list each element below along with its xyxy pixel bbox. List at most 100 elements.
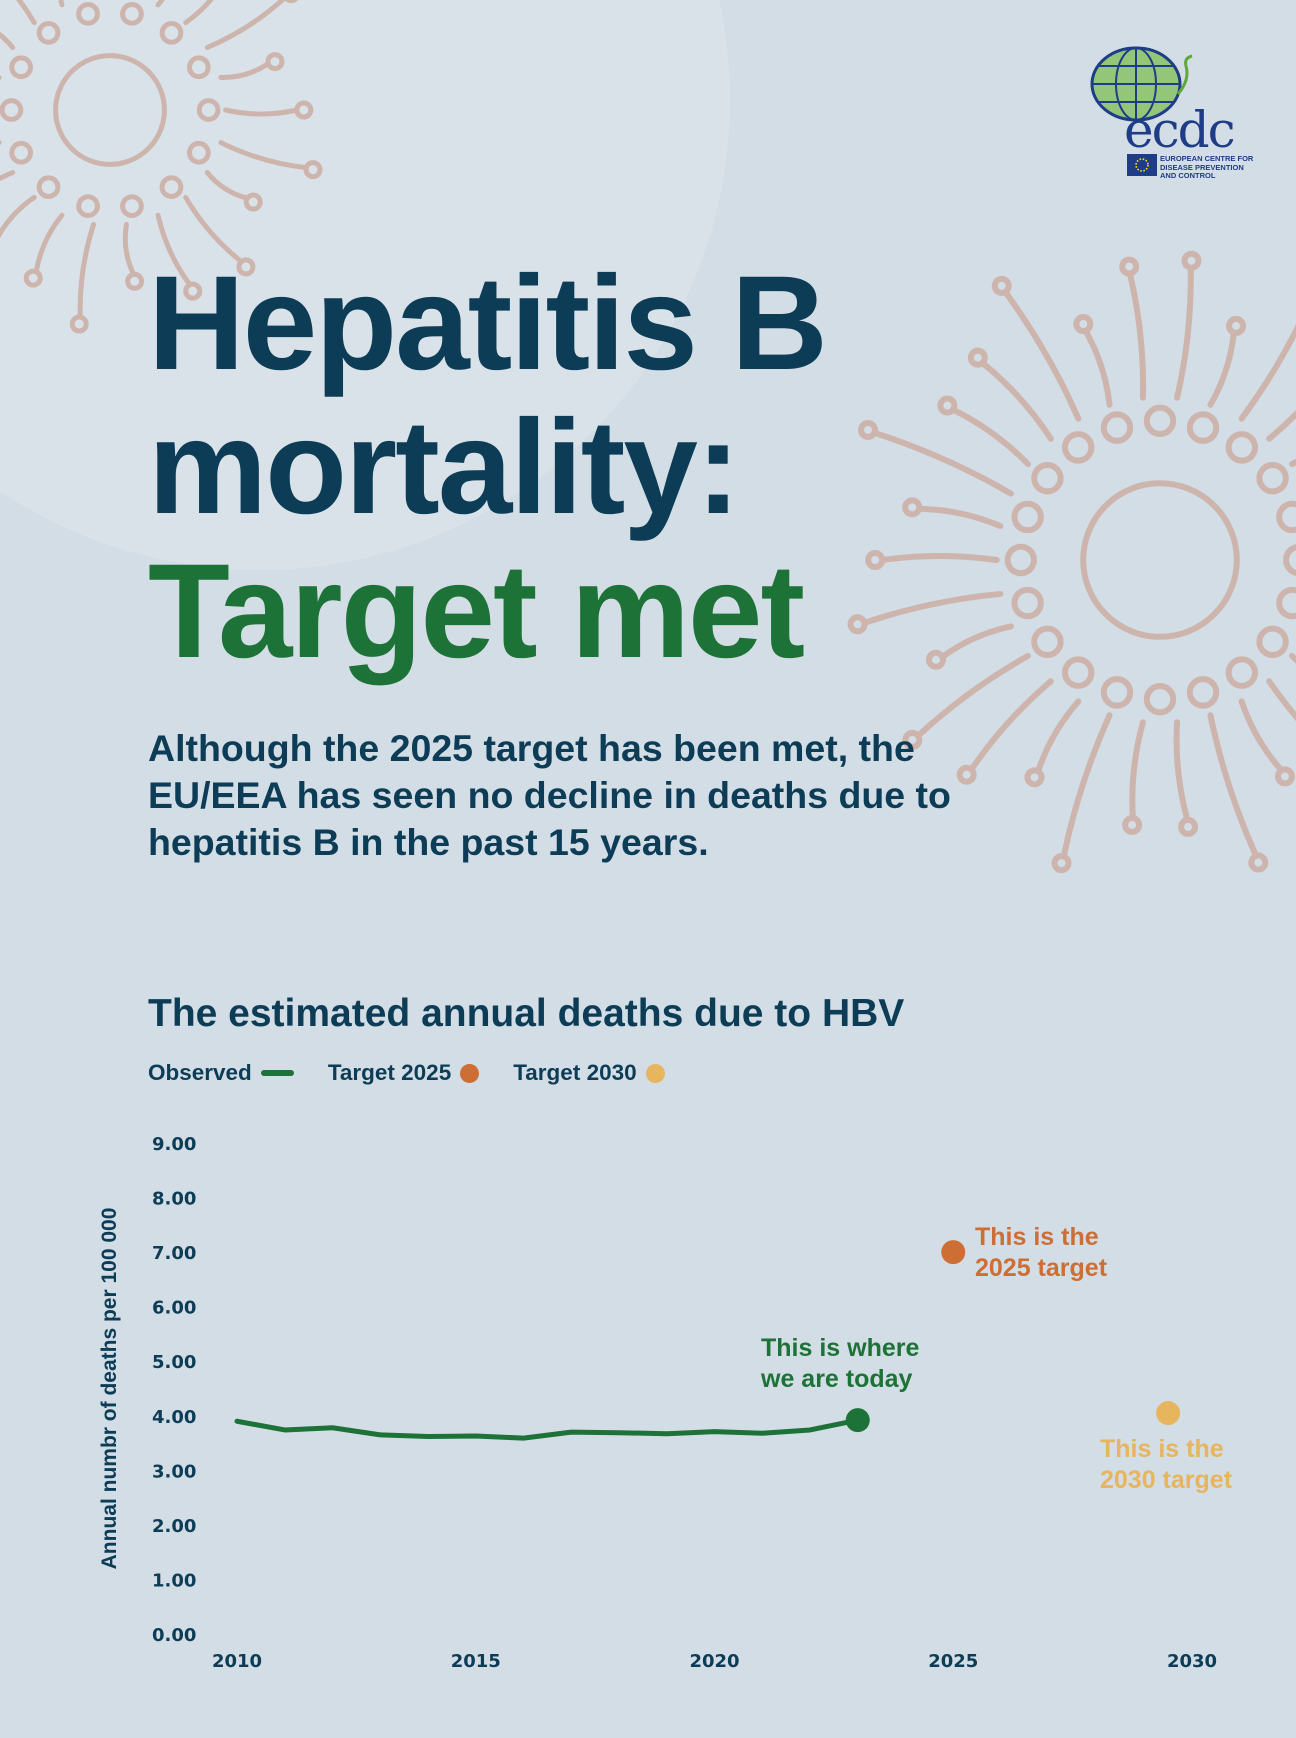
annotation-target-label: This is the — [975, 1223, 1099, 1251]
x-tick-label: 2030 — [1167, 1651, 1217, 1672]
legend-dot-target-2030 — [645, 1063, 665, 1083]
virus-spike — [861, 590, 1004, 626]
virus-spike — [1266, 678, 1296, 722]
virus-spike — [1207, 329, 1237, 408]
virus-spike-tip — [956, 764, 977, 785]
virus-spike — [77, 221, 97, 320]
virus-bead — [186, 55, 211, 80]
virus-spike — [155, 0, 165, 8]
virus-spike — [1002, 288, 1082, 422]
virus-spike — [939, 623, 1014, 660]
virus-spike — [33, 212, 65, 275]
title-line-1: Hepatitis B — [148, 249, 828, 398]
y-tick-label: 5.00 — [152, 1352, 196, 1373]
virus-spike — [0, 194, 37, 239]
virus-bead — [1186, 676, 1220, 709]
y-tick-label: 8.00 — [152, 1189, 196, 1210]
virus-bead — [1100, 676, 1134, 709]
title-line-2: mortality: — [148, 393, 741, 542]
virus-spike-tip — [1119, 256, 1140, 277]
virus-bead — [1061, 431, 1095, 464]
virus-core-ring — [53, 53, 167, 167]
current-value-marker — [845, 1408, 870, 1433]
virus-spike — [122, 221, 137, 277]
virus-spike-tip — [1178, 816, 1199, 837]
y-tick-label: 4.00 — [152, 1407, 196, 1428]
virus-bead — [1186, 411, 1220, 444]
virus-spike-tip — [1073, 314, 1094, 335]
virus-spike — [950, 406, 1031, 468]
target-marker-2025 — [941, 1240, 966, 1265]
virus-spike — [204, 169, 250, 201]
legend-label-observed: Observed — [148, 1060, 252, 1085]
legend-item-target-2025: Target 2025 — [327, 1060, 480, 1086]
virus-spike — [879, 553, 1000, 563]
virus-bead — [1100, 411, 1134, 444]
virus-bead — [120, 2, 144, 26]
globe-icon — [1090, 46, 1193, 122]
annotation-target-label: 2030 target — [1100, 1466, 1233, 1494]
virus-spike — [218, 61, 271, 80]
y-tick-label: 6.00 — [152, 1298, 196, 1319]
virus-spike — [1266, 409, 1296, 442]
virus-spike-tip — [1122, 814, 1143, 835]
virus-spike-tip — [967, 347, 988, 368]
virus-bead — [120, 194, 144, 218]
virus-spike — [223, 107, 300, 117]
virus-spike-tip — [991, 275, 1012, 296]
series-line-observed — [234, 1417, 861, 1441]
virus-bead — [1011, 586, 1044, 620]
virus-bead — [186, 140, 211, 165]
virus-spike — [871, 429, 1014, 497]
virus-spike-tip — [1024, 767, 1045, 788]
virus-spike-tip — [865, 550, 886, 570]
virus-spike-tip — [857, 419, 878, 440]
virus-spike-tip — [236, 257, 256, 277]
virus-spike-tip — [303, 160, 323, 180]
virus-bead — [0, 98, 24, 122]
background-light-circle — [0, 0, 730, 570]
virus-spike-tip — [1274, 766, 1295, 787]
virus-spike — [916, 505, 1004, 530]
legend-item-observed: Observed — [148, 1060, 294, 1086]
line-chart: Annual numbr of deaths per 100 000 0.00 1.… — [98, 1134, 1233, 1672]
virus-spike — [1060, 712, 1113, 860]
virus-spike — [1173, 719, 1191, 823]
y-tick-label: 1.00 — [152, 1570, 196, 1591]
virus-spike — [183, 0, 214, 26]
x-tick-label: 2010 — [212, 1651, 262, 1672]
virus-spike-tip — [69, 314, 89, 334]
virus-spike-tip — [937, 395, 958, 416]
virus-bead — [1061, 656, 1095, 689]
virus-spike-tip — [243, 192, 263, 212]
virus-illustration-right — [847, 250, 1296, 874]
virus-spike — [915, 652, 1031, 739]
annotation-target-label: This is the — [1100, 1435, 1224, 1463]
legend-label-target-2025: Target 2025 — [327, 1060, 452, 1085]
virus-spike — [204, 0, 287, 51]
virus-spike-tip — [902, 729, 923, 750]
legend-label-target-2030: Target 2030 — [513, 1060, 637, 1085]
virus-spike — [1126, 270, 1147, 401]
virus-bead — [1276, 586, 1296, 620]
legend-item-target-2030: Target 2030 — [513, 1060, 665, 1086]
target-marker-2029.5 — [1156, 1401, 1181, 1426]
x-tick-label: 2025 — [928, 1651, 978, 1672]
y-tick-label: 3.00 — [152, 1461, 196, 1482]
virus-spike — [155, 212, 193, 288]
virus-bead — [1256, 625, 1289, 659]
virus-bead — [1004, 543, 1037, 577]
virus-spike-tip — [1226, 315, 1247, 336]
x-tick-label: 2015 — [451, 1651, 501, 1672]
virus-bead — [1031, 625, 1064, 659]
virus-bead — [1225, 656, 1259, 689]
page-title: Hepatitis B mortality: Target met — [148, 249, 828, 684]
legend-line-swatch — [260, 1070, 294, 1076]
virus-spike — [1238, 324, 1296, 422]
annotation-target-label: 2025 target — [975, 1254, 1108, 1282]
annotation-current-label: we are today — [760, 1365, 913, 1393]
virus-spike-tip — [1051, 853, 1072, 874]
chart-title: The estimated annual deaths due to HBV — [148, 992, 905, 1035]
virus-bead — [1011, 500, 1044, 534]
